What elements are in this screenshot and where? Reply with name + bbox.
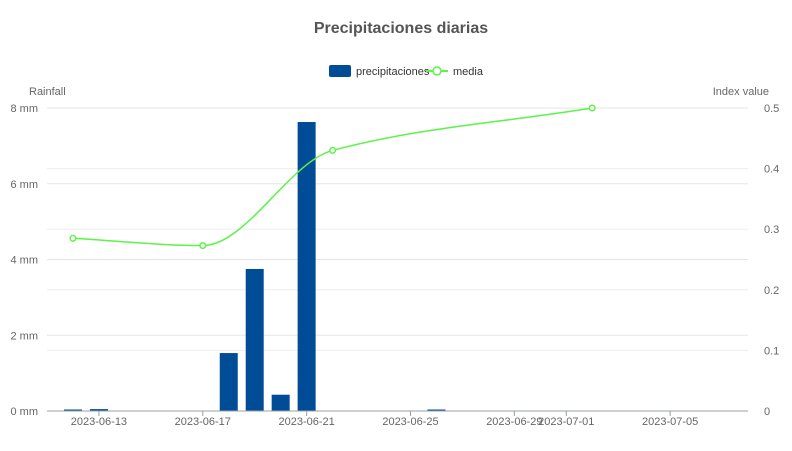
x-tick-label: 2023-06-25	[382, 416, 438, 428]
y-right-tick-label: 0	[764, 406, 770, 418]
y-left-tick-label: 0 mm	[11, 406, 39, 418]
bar-precipitaciones[interactable]	[427, 409, 446, 412]
y-axis-left-label: Rainfall	[29, 86, 66, 98]
x-tick-label: 2023-06-21	[278, 416, 334, 428]
media-point[interactable]	[69, 234, 77, 242]
y-axis-right-label: Index value	[713, 86, 769, 98]
y-axis-left-ticks: 0 mm 2 mm 4 mm 6 mm 8 mm	[11, 103, 39, 418]
x-tick-label: 2023-07-05	[642, 416, 698, 428]
legend-marker-media[interactable]	[432, 66, 442, 76]
x-tick-label: 2023-06-13	[71, 416, 127, 428]
bar-series-precipitaciones	[63, 122, 446, 412]
line-series-media	[72, 107, 593, 247]
x-tick-label: 2023-06-17	[175, 416, 231, 428]
legend-label-media[interactable]: media	[453, 66, 484, 78]
y-right-tick-label: 0.2	[764, 285, 779, 297]
x-axis-ticks: 2023-06-13 2023-06-17 2023-06-21 2023-06-25…	[71, 411, 698, 428]
chart-title: Precipitaciones diarias	[314, 20, 488, 37]
bar-precipitaciones[interactable]	[271, 394, 290, 411]
y-right-tick-label: 0.3	[764, 224, 779, 236]
y-axis-right-ticks: 0 0.1 0.2 0.3 0.4 0.5	[764, 103, 779, 418]
y-right-tick-label: 0.1	[764, 345, 779, 357]
y-left-tick-label: 2 mm	[11, 330, 39, 342]
media-points	[69, 104, 596, 250]
x-tick-label: 2023-07-01	[538, 416, 594, 428]
media-point[interactable]	[199, 242, 207, 250]
y-left-tick-label: 4 mm	[11, 255, 39, 267]
y-left-tick-label: 8 mm	[11, 103, 39, 115]
bar-precipitaciones[interactable]	[63, 409, 82, 412]
legend: precipitaciones media	[329, 65, 484, 78]
legend-swatch-precipitaciones[interactable]	[329, 65, 351, 77]
y-right-tick-label: 0.5	[764, 103, 779, 115]
bar-precipitaciones[interactable]	[219, 353, 238, 411]
bar-precipitaciones[interactable]	[89, 409, 108, 411]
x-tick-label: 2023-06-29	[486, 416, 542, 428]
bar-precipitaciones[interactable]	[297, 122, 316, 412]
y-left-tick-label: 6 mm	[11, 179, 39, 191]
legend-label-precipitaciones[interactable]: precipitaciones	[356, 66, 430, 78]
media-point[interactable]	[329, 146, 337, 154]
bar-precipitaciones[interactable]	[245, 268, 264, 411]
y-right-tick-label: 0.4	[764, 164, 779, 176]
grid-lines	[47, 107, 748, 351]
media-point[interactable]	[588, 104, 596, 112]
